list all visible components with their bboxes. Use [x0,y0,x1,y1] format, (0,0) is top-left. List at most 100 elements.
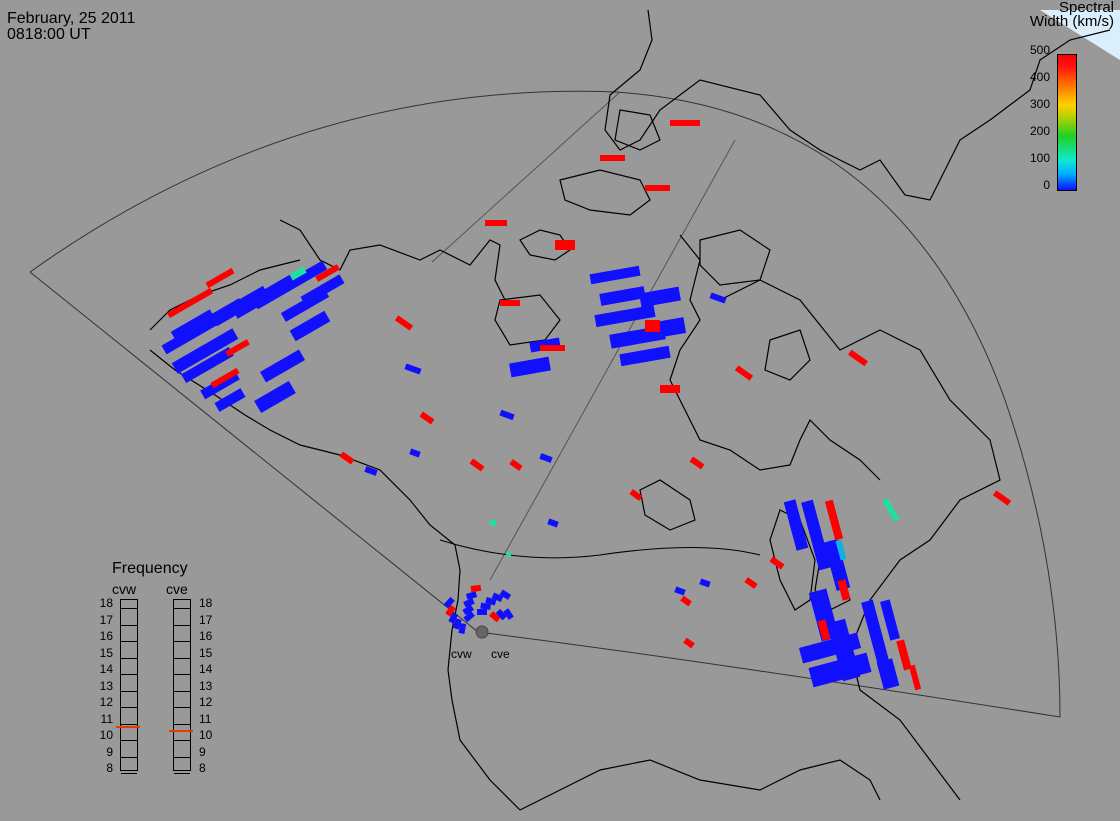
echo-cell [801,499,831,571]
frequency-grid-line [121,624,137,626]
echo-cell [458,623,467,634]
colorbar-title-line2: Width (km/s) [1029,13,1114,30]
frequency-tick-cvw: 9 [106,744,113,759]
frequency-tick-cvw: 11 [100,711,113,726]
echo-cell [452,618,462,630]
frequency-title: Frequency [112,560,188,577]
echo-cell [506,552,511,557]
colorbar [1057,54,1077,191]
echo-cell [445,604,456,617]
echo-cell [485,220,507,226]
echo-cell [409,448,421,458]
echo-cell [404,363,422,375]
frequency-marker-cvw [116,726,140,729]
frequency-tick-cve: 15 [199,645,213,660]
radar-label-cvw: cvw [451,647,472,661]
frequency-tick-cve: 12 [199,695,213,709]
frequency-tick-cvw: 15 [99,645,113,660]
frequency-grid-line [174,624,190,626]
echo-cell [300,274,345,306]
frequency-tick-cve: 10 [199,728,213,742]
echo-cell [670,120,700,126]
frequency-grid-line [174,657,190,659]
echo-cell [848,349,868,367]
echo-cell [448,612,459,624]
frequency-grid-line [121,707,137,708]
echo-cell [896,639,912,671]
echo-cell [419,411,435,425]
frequency-tick-cvw: 17 [99,612,113,627]
echo-cell [594,304,656,328]
echo-cell [547,518,559,528]
echo-cell [503,608,514,620]
date-label: February, 25 2011 [7,10,136,27]
echo-cell [600,155,625,161]
echo-cell [837,579,851,601]
echo-cell [490,520,496,526]
frequency-grid-line [121,674,137,675]
frequency-tick-cve: 16 [199,629,213,643]
frequency-tick-cvw: 14 [99,662,113,676]
echo-cell [808,652,872,688]
echo-cell [674,586,686,596]
frequency-grid-line [121,773,137,774]
colorbar-tick: 300 [1029,97,1050,111]
echo-cell [462,604,475,616]
echo-cell [469,458,485,472]
echo-cell [289,310,331,342]
echo-cell [539,453,553,463]
colorbar-tick: 0 [1043,178,1050,192]
echo-cell [470,584,482,593]
echo-cell [660,385,680,393]
frequency-grid-line [174,723,190,725]
echo-cell [499,589,512,600]
echo-cell [824,499,844,541]
echo-cell [798,632,862,664]
echo-cell [214,388,246,412]
echo-cell [463,597,475,608]
frequency-grid-line [174,740,190,741]
frequency-grid-line [121,756,137,758]
frequency-grid-line [174,641,190,642]
frequency-grid-line [121,641,137,642]
frequency-tick-cvw: 16 [99,629,113,643]
echo-cell [171,328,239,374]
echo-cell [734,365,754,381]
echo-cell [477,609,487,615]
frequency-grid-line [121,608,137,609]
colorbar-tick: 500 [1029,43,1050,57]
frequency-grid-line [174,756,190,758]
echo-cell [555,240,575,250]
frequency-tick-cve: 13 [199,678,213,693]
echo-cell [443,596,455,609]
echo-cell [499,409,515,421]
echo-cell [699,578,711,588]
radar-fov [29,90,1061,718]
echo-cell [540,345,565,351]
frequency-grid-line [121,723,137,725]
echo-cell [709,292,727,304]
echo-cell [861,599,891,671]
echo-cell [225,339,250,357]
echo-cell [485,596,497,606]
echo-cell [394,315,414,331]
echo-cells [161,120,1012,691]
echo-cell [879,599,901,641]
frequency-tick-cve: 9 [199,744,206,759]
time-label: 0818:00 UT [7,26,91,43]
frequency-grid-line [174,690,190,692]
frequency-grid-line [174,608,190,609]
colorbar-tick: 200 [1029,124,1050,138]
echo-cell [882,498,900,522]
echo-cell [205,267,235,289]
echo-cell [645,320,660,332]
echo-cell [639,286,681,308]
frequency-tick-cve: 8 [199,761,206,775]
frequency-tick-cve: 14 [199,662,213,676]
frequency-col-cvw: cvw [112,581,137,597]
frequency-grid-line [174,707,190,708]
echo-cell [254,380,296,414]
echo-cell [480,602,491,610]
coastlines [149,9,1111,811]
frequency-grid-line [121,690,137,692]
